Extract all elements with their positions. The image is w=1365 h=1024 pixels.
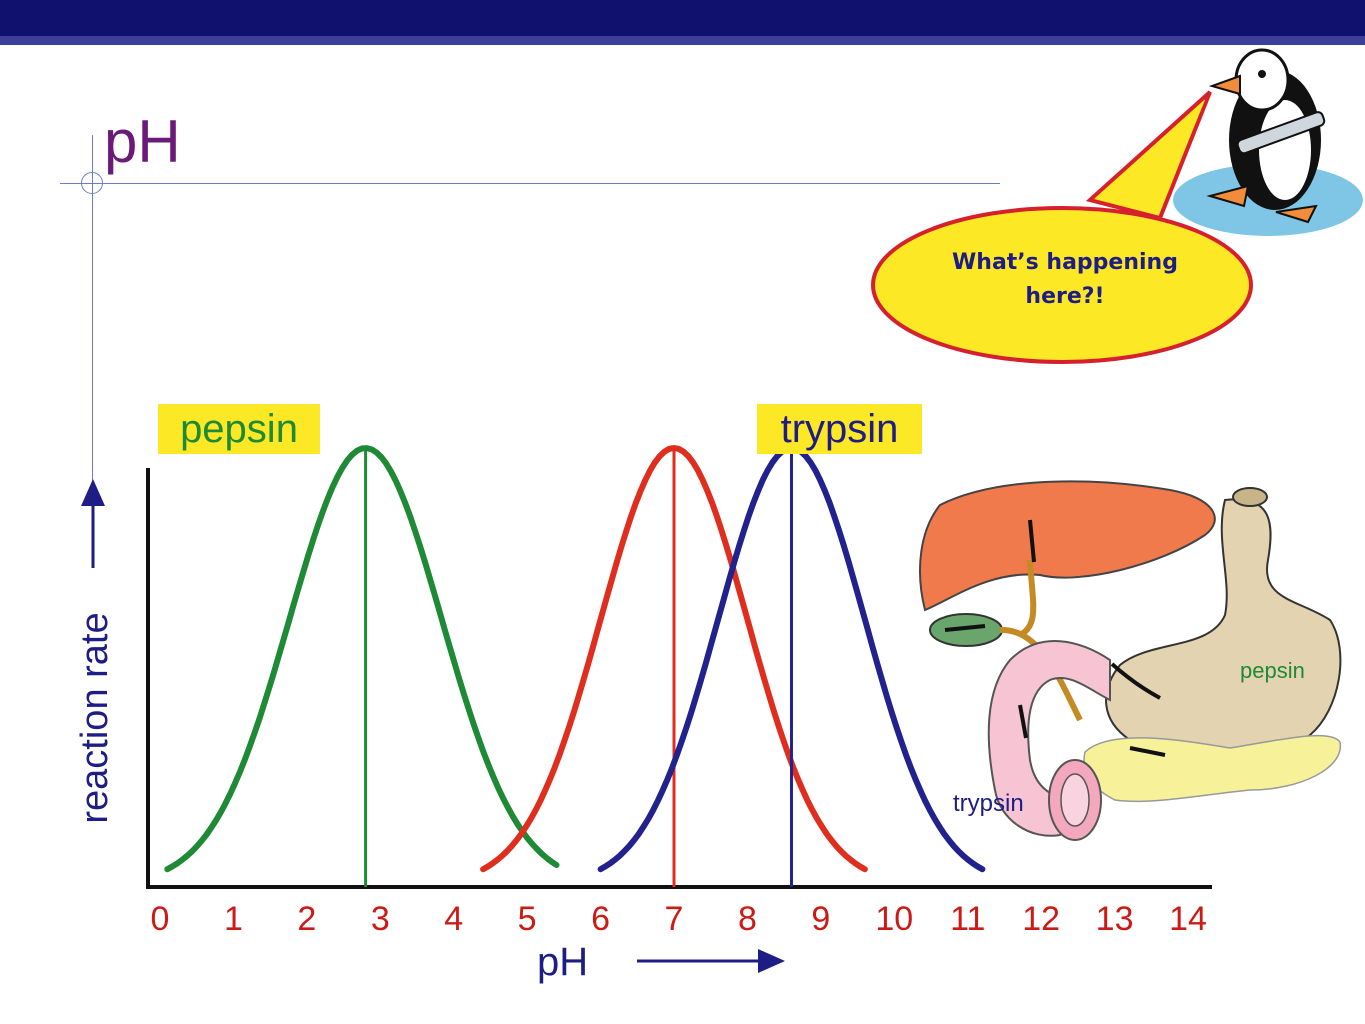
slide-top-bar [0,0,1365,36]
x-tick-label: 10 [875,900,913,938]
title-underline [60,183,1000,184]
x-tick-label: 2 [297,900,316,938]
curve-series-0 [164,445,560,873]
x-tick-label: 14 [1169,900,1207,938]
x-tick-label: 0 [151,900,170,938]
x-tick-label: 13 [1096,900,1134,938]
x-tick-label: 11 [950,900,985,938]
y-axis-label: reaction rate [74,612,116,824]
slide-title: pH [104,108,181,175]
digestive-system-illustration [919,480,1342,841]
stomach-pepsin-label: pepsin [1240,658,1305,683]
x-tick-label: 1 [224,900,243,938]
x-axis-label: pH [537,940,589,984]
x-tick-label: 6 [591,900,610,938]
title-ornament [81,172,103,194]
x-tick-label: 7 [665,900,684,938]
x-tick-label: 8 [738,900,757,938]
x-tick-label: 12 [1022,900,1060,938]
x-tick-label: 4 [444,900,463,938]
speech-bubble-text: What’s happening here?! [952,250,1178,309]
title-vertical-rule [92,135,93,485]
x-tick-label: 3 [371,900,390,938]
penguin-mechanic-icon [1173,48,1363,236]
x-tick-label: 9 [811,900,830,938]
x-tick-label: 5 [518,900,537,938]
slide-top-bar-accent [0,36,1365,45]
speech-bubble [871,206,1253,364]
trypsin-label: trypsin [757,404,922,454]
pepsin-label: pepsin [158,404,320,454]
intestine-trypsin-label: trypsin [953,790,1024,817]
